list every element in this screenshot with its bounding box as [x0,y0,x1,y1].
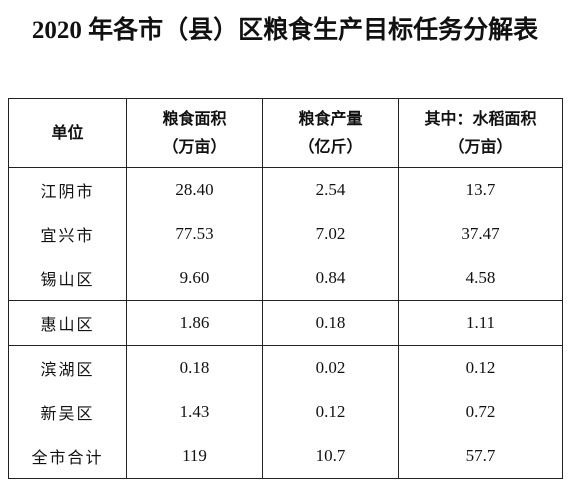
header-text: （亿斤） [298,137,363,156]
table-row: 新吴区 1.43 0.12 0.72 [8,390,563,434]
value-cell: 0.02 [262,345,399,390]
unit-cell: 宜兴市 [8,212,127,256]
header-text: 粮食面积 [162,109,227,128]
header-text: （万亩） [162,137,227,156]
header-text: 单位 [51,123,84,142]
value-cell: 0.18 [126,345,263,390]
table-row: 滨湖区 0.18 0.02 0.12 [8,345,563,390]
title: 2020 年各市（县）区粮食生产目标任务分解表 [31,17,539,44]
table-row: 宜兴市 77.53 7.02 37.47 [8,212,563,256]
unit-cell: 江阴市 [8,167,127,212]
header-text: 其中：水稻面积 [424,109,537,128]
header-cell: 单位 [8,98,127,168]
value-cell: 28.40 [126,167,263,212]
table-row: 江阴市 28.40 2.54 13.7 [8,167,563,212]
table-row: 惠山区 1.86 0.18 1.11 [8,300,563,346]
value-cell: 0.72 [398,390,563,434]
table-row: 全市合计 119 10.7 57.7 [8,434,563,479]
value-cell: 0.18 [262,300,399,346]
header-cell: 其中：水稻面积 （万亩） [398,98,563,168]
value-cell: 4.58 [398,256,563,301]
value-cell: 119 [126,434,263,479]
unit-cell: 新吴区 [8,390,127,434]
target-table: 单位 粮食面积 （万亩） 粮食产量 （亿斤） 其中：水稻面积 （万亩） 江阴市 28.40 2.… [8,98,563,479]
table-body: 江阴市 28.40 2.54 13.7 宜兴市 77.53 7.02 37.47 锡山区 9.60… [8,167,563,479]
value-cell: 0.12 [398,345,563,390]
table-row: 锡山区 9.60 0.84 4.58 [8,256,563,301]
value-cell: 77.53 [126,212,263,256]
header-text: （万亩） [448,137,513,156]
header-cell: 粮食面积 （万亩） [126,98,263,168]
value-cell: 2.54 [262,167,399,212]
value-cell: 13.7 [398,167,563,212]
value-cell: 1.11 [398,300,563,346]
value-cell: 10.7 [262,434,399,479]
header-text: 粮食产量 [298,109,363,128]
value-cell: 0.12 [262,390,399,434]
value-cell: 0.84 [262,256,399,301]
value-cell: 7.02 [262,212,399,256]
value-cell: 1.43 [126,390,263,434]
unit-cell: 滨湖区 [8,345,127,390]
unit-cell: 惠山区 [8,300,127,346]
unit-cell: 锡山区 [8,256,127,301]
header-row: 单位 粮食面积 （万亩） 粮食产量 （亿斤） 其中：水稻面积 （万亩） [8,98,563,168]
value-cell: 1.86 [126,300,263,346]
value-cell: 9.60 [126,256,263,301]
value-cell: 37.47 [398,212,563,256]
unit-cell: 全市合计 [8,434,127,479]
header-cell: 粮食产量 （亿斤） [262,98,399,168]
value-cell: 57.7 [398,434,563,479]
